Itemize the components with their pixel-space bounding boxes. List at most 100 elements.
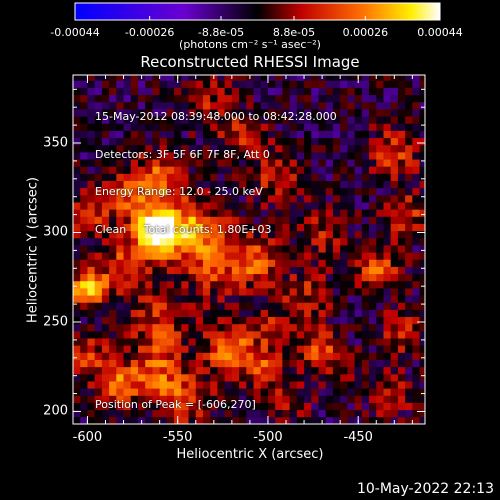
heatmap-cell	[152, 381, 161, 389]
y-tick-label: 250	[43, 314, 68, 330]
heatmap-cell	[311, 381, 319, 389]
heatmap-cell	[318, 94, 327, 103]
heatmap-cell	[390, 173, 399, 181]
heatmap-cell	[376, 159, 384, 167]
heatmap-cell	[109, 94, 117, 103]
heatmap-cell	[152, 166, 161, 174]
heatmap-cell	[296, 194, 305, 203]
heatmap-cell	[116, 123, 124, 131]
heatmap-cell	[405, 416, 413, 424]
heatmap-cell	[340, 223, 348, 232]
heatmap-cell	[195, 159, 204, 167]
heatmap-cell	[383, 409, 392, 418]
heatmap-cell	[361, 280, 370, 289]
heatmap-cell	[202, 259, 211, 267]
heatmap-cell	[397, 187, 406, 196]
info-line-counts: Clean Total counts: 1.80E+03	[95, 222, 272, 236]
heatmap-cell	[304, 316, 312, 325]
heatmap-cell	[390, 266, 399, 275]
heatmap-cell	[231, 287, 240, 296]
heatmap-cell	[217, 159, 226, 167]
heatmap-cell	[325, 144, 334, 153]
heatmap-cell	[289, 101, 298, 110]
heatmap-cell	[412, 123, 420, 131]
heatmap-cell	[109, 323, 117, 332]
heatmap-cell	[390, 338, 399, 346]
heatmap-cell	[195, 230, 204, 239]
heatmap-cell	[130, 316, 139, 325]
heatmap-cell	[311, 309, 319, 318]
heatmap-cell	[101, 295, 110, 303]
heatmap-cell	[347, 416, 355, 424]
heatmap-cell	[130, 180, 139, 189]
heatmap-cell	[123, 259, 132, 267]
heatmap-cell	[181, 252, 189, 260]
heatmap-cell	[405, 75, 413, 81]
heatmap-cell	[231, 402, 240, 411]
heatmap-cell	[166, 259, 175, 267]
heatmap-cell	[181, 101, 189, 110]
heatmap-cell	[405, 187, 413, 196]
heatmap-cell	[174, 323, 182, 332]
heatmap-cell	[304, 166, 312, 174]
heatmap-cell	[260, 144, 269, 153]
heatmap-cell	[181, 352, 189, 360]
heatmap-cell	[369, 245, 377, 253]
heatmap-cell	[195, 144, 204, 153]
heatmap-cell	[347, 302, 355, 310]
heatmap-cell	[354, 309, 363, 318]
heatmap-cell	[87, 101, 96, 110]
heatmap-cell	[80, 137, 88, 146]
heatmap-cell	[109, 116, 117, 124]
heatmap-cell	[383, 345, 392, 353]
heatmap-cell	[195, 373, 204, 382]
heatmap-cell	[101, 245, 110, 253]
heatmap-cell	[260, 316, 269, 325]
heatmap-cell	[275, 123, 283, 131]
heatmap-cell	[224, 259, 233, 267]
heatmap-cell	[94, 159, 103, 167]
heatmap-cell	[253, 381, 262, 389]
heatmap-cell	[145, 209, 153, 217]
heatmap-cell	[159, 151, 168, 160]
heatmap-cell	[376, 223, 384, 232]
heatmap-cell	[304, 359, 312, 368]
heatmap-cell	[304, 309, 312, 318]
heatmap-cell	[159, 259, 168, 267]
heatmap-cell	[419, 137, 425, 146]
heatmap-cell	[159, 180, 168, 189]
heatmap-cell	[109, 316, 117, 325]
heatmap-cell	[267, 94, 276, 103]
heatmap-cell	[159, 338, 168, 346]
heatmap-cell	[311, 216, 319, 224]
heatmap-cell	[419, 295, 425, 303]
heatmap-cell	[101, 202, 110, 210]
heatmap-cell	[94, 180, 103, 189]
heatmap-cell	[369, 223, 377, 232]
heatmap-cell	[174, 109, 182, 117]
heatmap-cell	[383, 381, 392, 389]
x-tick-label: -500	[253, 430, 283, 445]
heatmap-cell	[202, 101, 211, 110]
heatmap-cell	[210, 151, 218, 160]
heatmap-cell	[369, 180, 377, 189]
heatmap-cell	[116, 245, 124, 253]
heatmap-cell	[296, 94, 305, 103]
heatmap-cell	[246, 173, 254, 181]
heatmap-cell	[369, 144, 377, 153]
heatmap-cell	[260, 180, 269, 189]
heatmap-cell	[361, 352, 370, 360]
heatmap-cell	[282, 273, 291, 282]
heatmap-cell	[217, 366, 226, 375]
heatmap-cell	[239, 345, 247, 353]
heatmap-cell	[202, 123, 211, 131]
heatmap-cell	[390, 352, 399, 360]
heatmap-cell	[405, 381, 413, 389]
heatmap-cell	[174, 273, 182, 282]
heatmap-cell	[376, 395, 384, 403]
heatmap-cell	[369, 330, 377, 339]
heatmap-cell	[87, 137, 96, 146]
heatmap-cell	[123, 381, 132, 389]
heatmap-cell	[202, 230, 211, 239]
heatmap-cell	[239, 123, 247, 131]
